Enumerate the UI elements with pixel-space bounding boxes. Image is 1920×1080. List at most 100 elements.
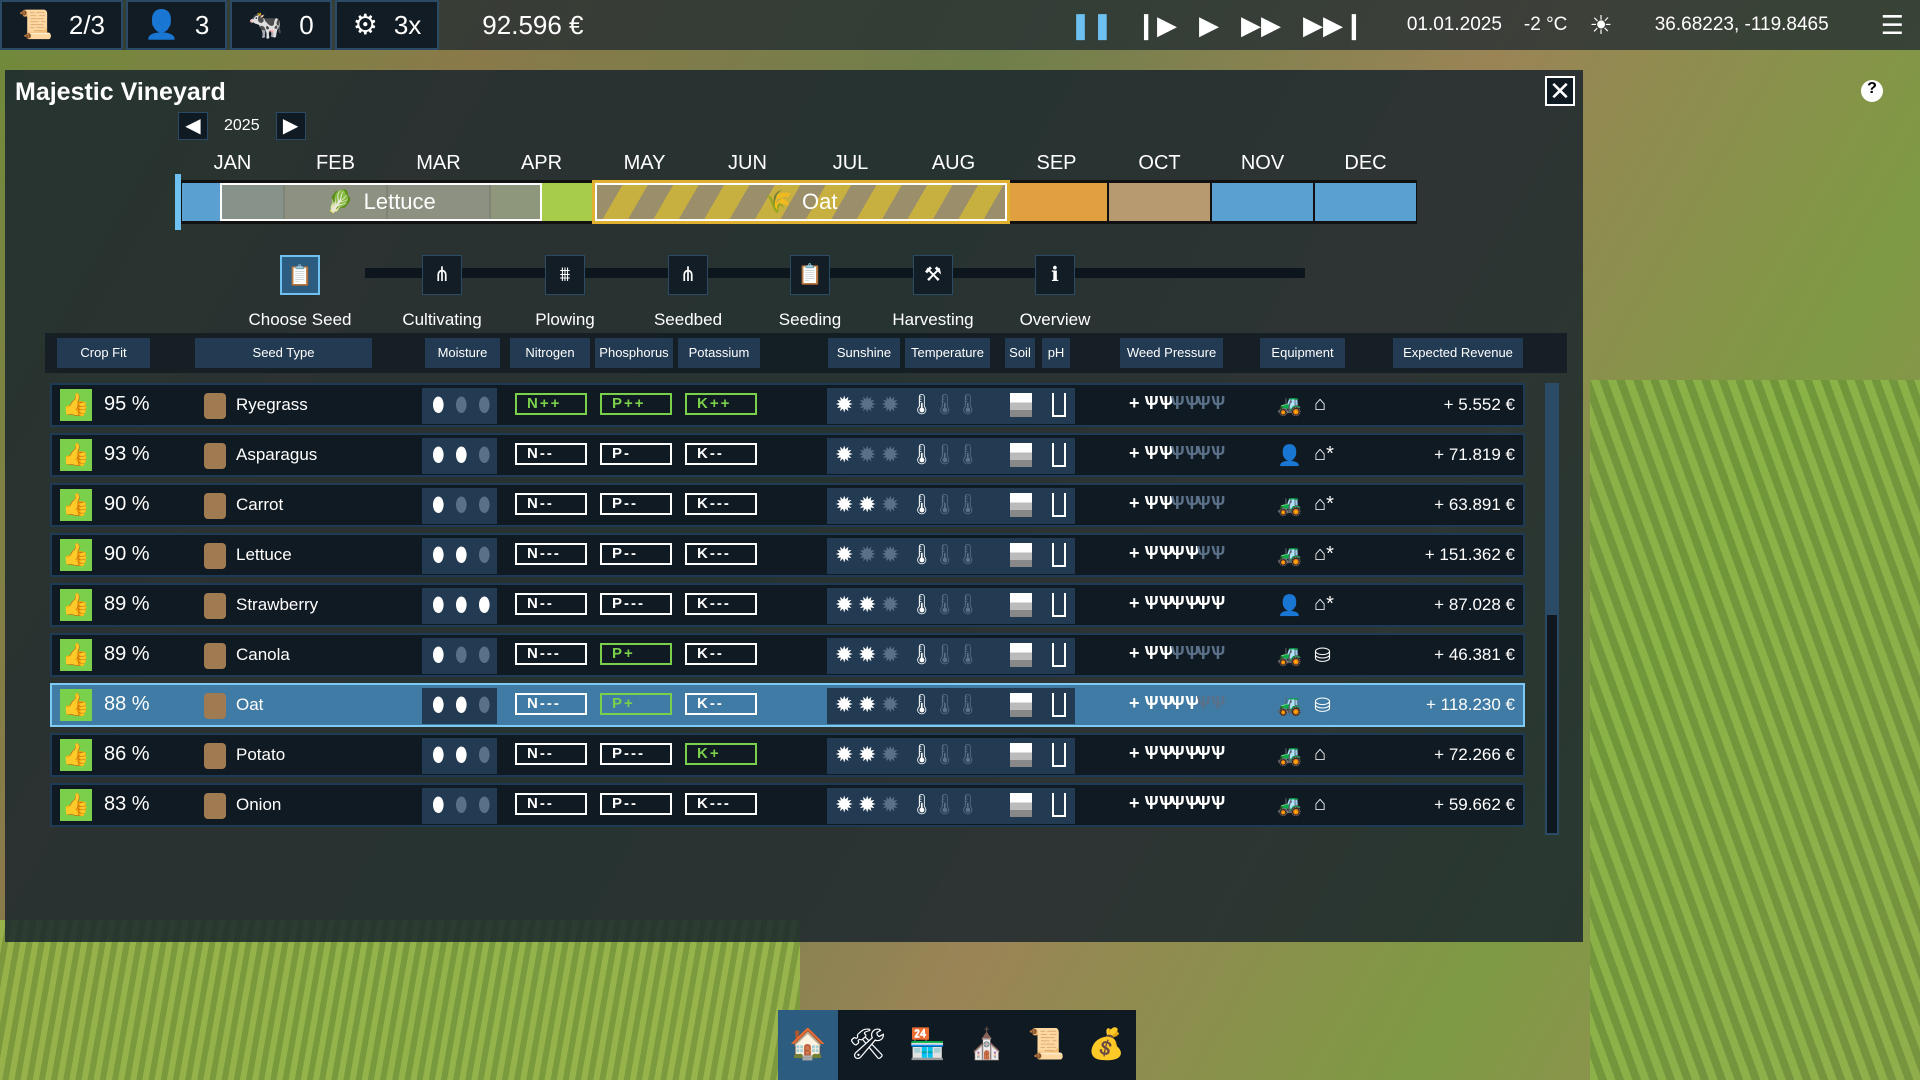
nitrogen-badge: N-- bbox=[515, 793, 587, 815]
pause-icon[interactable]: ❚❚ bbox=[1069, 9, 1114, 40]
step-connector bbox=[365, 268, 1305, 278]
conditions-panel bbox=[827, 588, 1075, 624]
finance-icon[interactable]: 💰 bbox=[1087, 1028, 1125, 1061]
seed-bag-icon: 📋 bbox=[287, 265, 313, 287]
prev-year-button[interactable]: ◀ bbox=[178, 112, 208, 140]
sun-icon: ✹ bbox=[858, 592, 877, 617]
step-choose-seed[interactable]: 📋 bbox=[280, 255, 320, 295]
soil-icon bbox=[1010, 543, 1032, 567]
weed-icon: ѰѰ bbox=[1170, 543, 1200, 563]
timeline-crop-lettuce[interactable]: 🥬 Lettuce bbox=[220, 183, 542, 221]
tools-icon[interactable]: 🛠 bbox=[848, 1028, 887, 1061]
water-drop-icon: ⬮ bbox=[432, 594, 445, 616]
timeline-handle[interactable] bbox=[175, 174, 181, 230]
moisture-panel bbox=[422, 438, 497, 474]
thumbs-up-icon: 👍 bbox=[60, 739, 92, 771]
seed-row-potato[interactable]: 👍 86 % Potato ⬮ ⬮ ⬮ N-- P--- K+ ✹ ✹ ✹ 🌡 🌡 🌡 + ѰѰ ѰѰ ѰѰ 🚜 ⌂ + … bbox=[50, 733, 1525, 777]
header-soil[interactable]: Soil bbox=[1005, 338, 1035, 368]
header-expected-revenue[interactable]: Expected Revenue bbox=[1393, 338, 1523, 368]
nitrogen-badge: N--- bbox=[515, 643, 587, 665]
seed-row-strawberry[interactable]: 👍 89 % Strawberry ⬮ ⬮ ⬮ N-- P--- K--- ✹ ✹ ✹ 🌡 🌡 🌡 + ѰѰ ѰѰ… bbox=[50, 583, 1525, 627]
header-nitrogen[interactable]: Nitrogen bbox=[510, 338, 590, 368]
contracts-button[interactable]: 📜 2/3 bbox=[0, 0, 124, 50]
farm-icon[interactable]: 🏠 bbox=[778, 1010, 838, 1080]
year-navigator: ◀ 2025 ▶ bbox=[178, 112, 306, 140]
conditions-panel bbox=[827, 438, 1075, 474]
sun-icon: ✹ bbox=[835, 792, 854, 817]
step-seeding[interactable]: 📋 bbox=[790, 255, 830, 295]
workers-button[interactable]: 👤 3 bbox=[126, 0, 228, 50]
water-drop-icon: ⬮ bbox=[478, 744, 491, 766]
step-harvesting[interactable]: ⚒ bbox=[913, 255, 953, 295]
step-overview[interactable]: ℹ bbox=[1035, 255, 1075, 295]
header-phosphorus[interactable]: Phosphorus bbox=[595, 338, 673, 368]
month-label: JAN bbox=[213, 152, 252, 174]
plus-icon: + bbox=[1129, 393, 1140, 413]
research-icon[interactable]: ⛪ bbox=[968, 1028, 1006, 1061]
sun-icon: ✹ bbox=[858, 492, 877, 517]
date-display: 01.01.2025 bbox=[1406, 14, 1502, 35]
weed-icon: ѰѰ bbox=[1170, 493, 1200, 513]
step-icon[interactable]: ❙▶ bbox=[1135, 9, 1178, 40]
fast-forward-icon[interactable]: ▶▶ bbox=[1241, 9, 1282, 40]
worker-icon: 👤 bbox=[144, 9, 179, 40]
header-potassium[interactable]: Potassium bbox=[678, 338, 760, 368]
sun-icon: ✹ bbox=[881, 492, 900, 517]
help-icon[interactable]: ? bbox=[1861, 80, 1883, 102]
crop-fit-value: 95 % bbox=[104, 393, 150, 415]
sun-icon: ✹ bbox=[858, 692, 877, 717]
contracts-icon[interactable]: 📜 bbox=[1027, 1028, 1066, 1061]
month-segment[interactable] bbox=[1315, 183, 1416, 221]
month-segment[interactable] bbox=[1109, 183, 1210, 221]
phosphorus-badge: P--- bbox=[600, 743, 672, 765]
plus-icon: + bbox=[1129, 443, 1140, 463]
step-plowing[interactable]: ⩩ bbox=[545, 255, 585, 295]
play-icon[interactable]: ▶ bbox=[1199, 9, 1220, 40]
month-segment[interactable] bbox=[1006, 183, 1107, 221]
header-ph[interactable]: pH bbox=[1042, 338, 1070, 368]
header-sunshine[interactable]: Sunshine bbox=[828, 338, 900, 368]
market-icon[interactable]: 🏪 bbox=[908, 1028, 946, 1061]
ph-icon bbox=[1052, 793, 1066, 817]
seed-row-oat[interactable]: 👍 88 % Oat ⬮ ⬮ ⬮ N--- P+ K-- ✹ ✹ ✹ 🌡 🌡 🌡 + ѰѰ ѰѰ ѰѰ 🚜 ⛁ + 118… bbox=[50, 683, 1525, 727]
weed-icon: ѰѰ bbox=[1144, 793, 1174, 813]
menu-icon[interactable]: ☰ bbox=[1880, 9, 1904, 40]
header-temperature[interactable]: Temperature bbox=[905, 338, 990, 368]
weed-icon: ѰѰ bbox=[1144, 393, 1174, 413]
soil-icon bbox=[1010, 443, 1032, 467]
seed-bag-icon bbox=[204, 493, 226, 519]
scrollbar[interactable] bbox=[1545, 383, 1559, 835]
animals-button[interactable]: 🐄 0 bbox=[230, 0, 332, 50]
water-drop-icon: ⬮ bbox=[455, 794, 468, 816]
phosphorus-badge: P-- bbox=[600, 543, 672, 565]
seed-row-asparagus[interactable]: 👍 93 % Asparagus ⬮ ⬮ ⬮ N-- P- K-- ✹ ✹ ✹ 🌡 🌡 🌡 + ѰѰ ѰѰ ѰѰ 👤 ⌂… bbox=[50, 433, 1525, 477]
close-button[interactable]: ✕ bbox=[1545, 76, 1575, 106]
month-segment[interactable] bbox=[1212, 183, 1313, 221]
cold-storage-icon: ⌂* bbox=[1314, 493, 1334, 515]
nitrogen-badge: N-- bbox=[515, 743, 587, 765]
header-weed-pressure[interactable]: Weed Pressure bbox=[1120, 338, 1223, 368]
background-field bbox=[1590, 380, 1920, 1080]
seed-row-ryegrass[interactable]: 👍 95 % Ryegrass ⬮ ⬮ ⬮ N++ P++ K++ ✹ ✹ ✹ 🌡 🌡 🌡 + ѰѰ ѰѰ ѰѰ 🚜 ⌂… bbox=[50, 383, 1525, 427]
seed-row-lettuce[interactable]: 👍 90 % Lettuce ⬮ ⬮ ⬮ N--- P-- K--- ✹ ✹ ✹ 🌡 🌡 🌡 + ѰѰ ѰѰ ѰѰ 🚜… bbox=[50, 533, 1525, 577]
moisture-panel bbox=[422, 688, 497, 724]
seed-row-carrot[interactable]: 👍 90 % Carrot ⬮ ⬮ ⬮ N-- P-- K--- ✹ ✹ ✹ 🌡 🌡 🌡 + ѰѰ ѰѰ ѰѰ 🚜 ⌂*… bbox=[50, 483, 1525, 527]
speed-button[interactable]: ⚙ 3x bbox=[334, 0, 440, 50]
plus-icon: + bbox=[1129, 743, 1140, 763]
header-crop-fit[interactable]: Crop Fit bbox=[57, 338, 150, 368]
thermometer-icon: 🌡 bbox=[955, 394, 981, 416]
next-year-button[interactable]: ▶ bbox=[275, 112, 306, 140]
header-moisture[interactable]: Moisture bbox=[425, 338, 500, 368]
header-equipment[interactable]: Equipment bbox=[1260, 338, 1345, 368]
timeline-crop-oat[interactable]: 🌾 Oat bbox=[592, 180, 1010, 224]
weed-icon: ѰѰ bbox=[1170, 443, 1200, 463]
step-seedbed[interactable]: ⋔ bbox=[668, 255, 708, 295]
step-cultivating[interactable]: ⋔ bbox=[422, 255, 462, 295]
header-seed-type[interactable]: Seed Type bbox=[195, 338, 372, 368]
moisture-panel bbox=[422, 588, 497, 624]
scrollbar-thumb[interactable] bbox=[1547, 385, 1557, 615]
seed-row-onion[interactable]: 👍 83 % Onion ⬮ ⬮ ⬮ N-- P-- K--- ✹ ✹ ✹ 🌡 🌡 🌡 + ѰѰ ѰѰ ѰѰ 🚜 ⌂ + … bbox=[50, 783, 1525, 827]
skip-icon[interactable]: ▶▶❙ bbox=[1303, 9, 1365, 40]
water-drop-icon: ⬮ bbox=[432, 544, 445, 566]
seed-row-canola[interactable]: 👍 89 % Canola ⬮ ⬮ ⬮ N--- P+ K-- ✹ ✹ ✹ 🌡 🌡 🌡 + ѰѰ ѰѰ ѰѰ 🚜 ⛁ + … bbox=[50, 633, 1525, 677]
